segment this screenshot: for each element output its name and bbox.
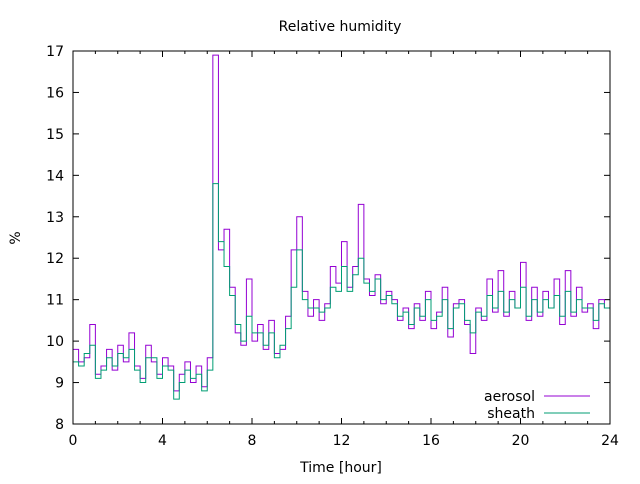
chart-title: Relative humidity [279, 19, 402, 35]
x-tick-label: 16 [422, 433, 440, 449]
y-axis-label: % [8, 231, 24, 244]
x-axis-label: Time [hour] [299, 460, 382, 476]
x-tick-label: 12 [333, 433, 351, 449]
x-tick-label: 4 [158, 433, 167, 449]
y-tick-label: 11 [46, 293, 64, 309]
plot-frame [72, 50, 611, 425]
legend-label-aerosol: aerosol [484, 389, 535, 405]
y-tick-label: 12 [46, 251, 64, 267]
x-tick-label: 0 [69, 433, 78, 449]
series-line-aerosol [73, 54, 611, 392]
x-tick-label: 8 [248, 433, 257, 449]
x-tick-label: 20 [512, 433, 530, 449]
x-tick-label: 24 [601, 433, 619, 449]
series-line-sheath [73, 183, 611, 400]
y-tick-label: 10 [46, 334, 64, 350]
y-tick-label: 17 [46, 44, 64, 60]
y-tick-label: 16 [46, 85, 64, 101]
y-tick-label: 13 [46, 210, 64, 226]
y-tick-label: 8 [55, 417, 64, 433]
y-tick-label: 9 [55, 376, 64, 392]
y-tick-label: 14 [46, 168, 64, 184]
legend-label-sheath: sheath [487, 406, 535, 422]
y-tick-label: 15 [46, 127, 64, 143]
